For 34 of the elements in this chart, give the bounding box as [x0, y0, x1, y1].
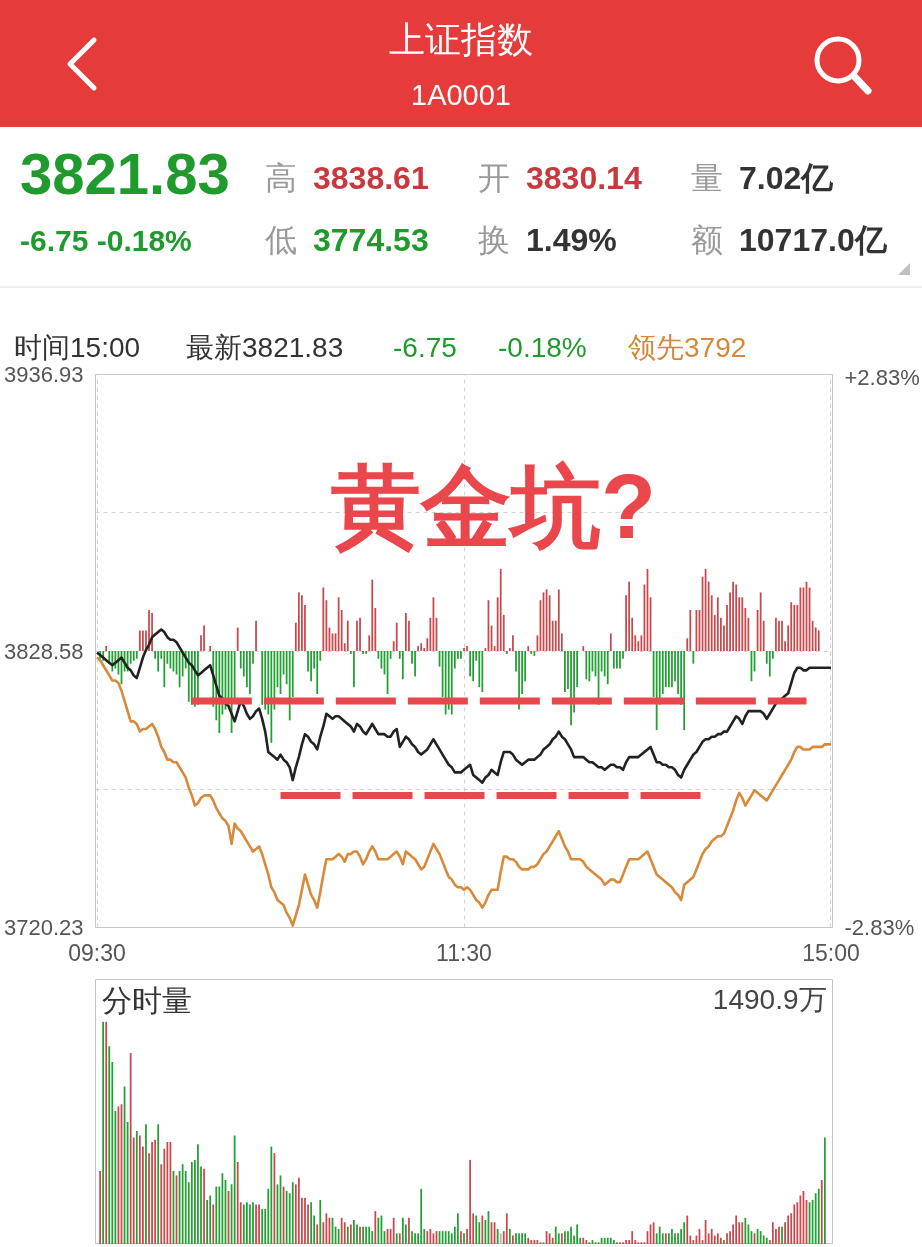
y2-tick-label: -2.83%	[844, 915, 915, 940]
text: 换	[478, 221, 510, 259]
text: 1A0001	[410, 78, 512, 113]
text: 3821.83	[20, 140, 230, 208]
y-tick-label: 3936.93	[3, 362, 84, 387]
text: 黄金坑?	[330, 457, 656, 558]
y2-tick-label: +2.83%	[844, 364, 920, 390]
line-series	[95, 628, 833, 784]
line-series	[95, 656, 833, 927]
text: -0.18%	[498, 332, 587, 364]
chart-title: 分时量	[101, 983, 192, 1017]
x-tick-label: 09:30	[68, 939, 126, 966]
text: 领先3792	[628, 332, 747, 364]
text: 额	[691, 221, 723, 259]
text: 1.49%	[526, 221, 617, 259]
text: 3774.53	[313, 221, 429, 259]
y-tick-label: 3720.23	[3, 915, 84, 940]
text: 低	[265, 221, 297, 259]
text: 10717.0亿	[739, 221, 887, 259]
text: -6.75	[393, 332, 457, 364]
text: 3838.61	[313, 159, 429, 197]
text: 高	[265, 159, 297, 197]
text: -6.75 -0.18%	[20, 223, 192, 259]
text: 1490.9万	[712, 983, 827, 1015]
y-tick-label: 3828.58	[3, 638, 84, 664]
text: 时间15:00	[14, 332, 141, 364]
x-tick-label: 11:30	[436, 939, 492, 966]
text: 上证指数	[388, 18, 534, 62]
x-tick-label: 15:00	[802, 939, 860, 966]
text: 量	[691, 159, 723, 197]
text: 最新3821.83	[186, 332, 344, 364]
text: 开	[478, 159, 510, 197]
text: 7.02亿	[739, 159, 834, 197]
text: 3830.14	[526, 159, 642, 197]
